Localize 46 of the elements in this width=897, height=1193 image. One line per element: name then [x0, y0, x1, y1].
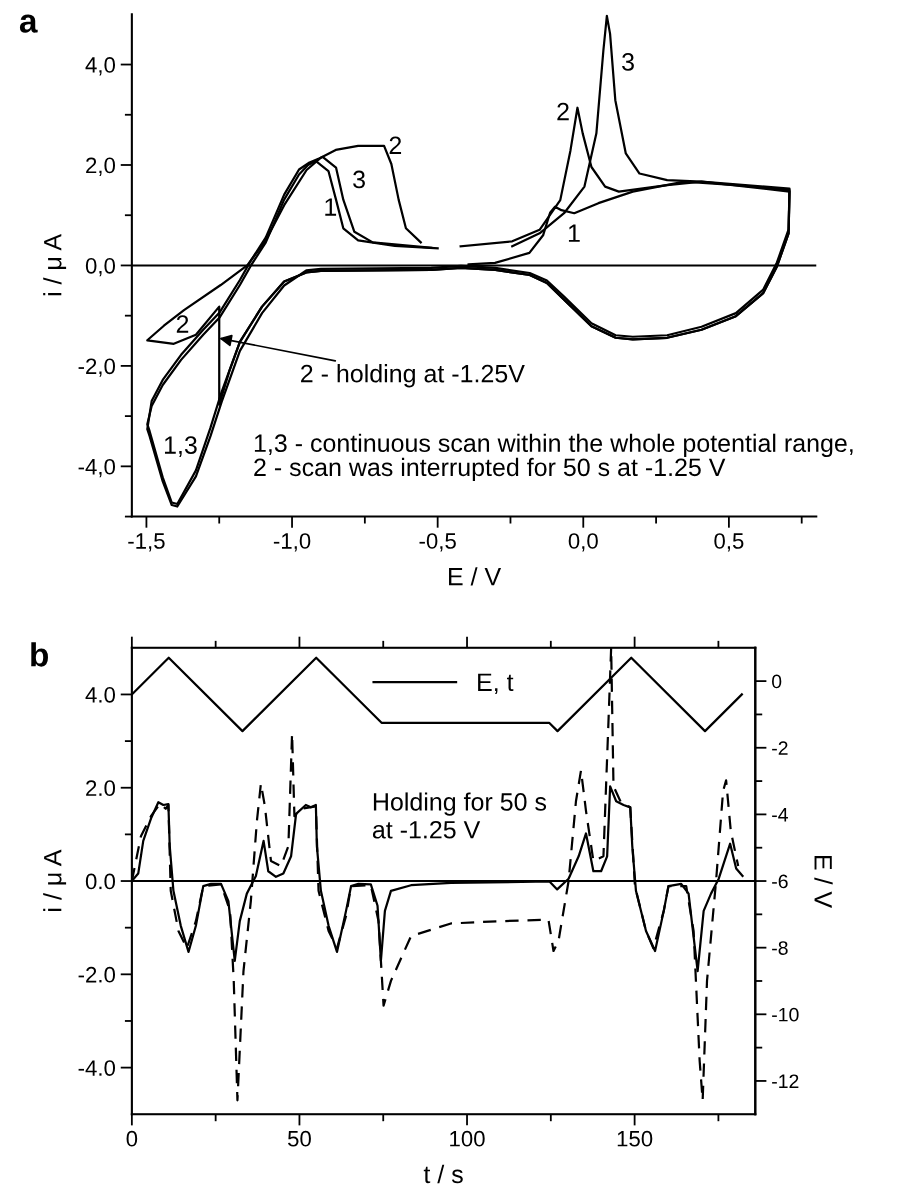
- y2-tick-label: -8: [772, 941, 788, 955]
- annotation: 1,3: [164, 436, 197, 457]
- x-tick-label: -1,0: [273, 533, 311, 552]
- annotation: 2: [389, 136, 402, 154]
- y-tick-label: 2,0: [86, 157, 116, 176]
- y2-tick-label: -12: [772, 1074, 799, 1088]
- annotation: 3: [353, 170, 365, 189]
- x-tick-label: 0,5: [714, 533, 744, 552]
- y-tick-label: 4,0: [85, 57, 116, 76]
- y-tick-label: 0.0: [85, 873, 116, 890]
- y-tick-label: -2,0: [78, 358, 116, 377]
- y2-tick-label: -6: [772, 874, 788, 889]
- y2-tick-label: -10: [772, 1007, 799, 1022]
- x-tick-label: -1,5: [128, 533, 165, 552]
- annotation: 3: [622, 53, 634, 71]
- annotation: 1: [325, 198, 337, 216]
- y2-tick-label: -4: [772, 808, 788, 822]
- annotation: 2: [176, 315, 189, 333]
- y2-tick-label: -2: [772, 741, 788, 755]
- annotation: 2: [557, 102, 569, 121]
- chart-title: b: [31, 642, 48, 667]
- chart-title: a: [19, 14, 38, 33]
- x-tick-label: 0,0: [568, 533, 598, 552]
- y-tick-label: 4.0: [85, 686, 116, 703]
- y2-tick-label: 0: [772, 674, 782, 689]
- legend-label: E, t: [478, 673, 514, 695]
- y-tick-label: 0,0: [85, 257, 116, 277]
- x-tick-label: 100: [450, 1130, 485, 1147]
- x-tick-label: 50: [287, 1130, 311, 1147]
- x-tick-label: 0: [126, 1130, 138, 1147]
- annotation: Holding for 50 s at -1.25 V: [372, 792, 547, 839]
- annotation: 2 - scan was interrupted for 50 s at -1.25 V: [254, 457, 726, 482]
- y-tick-label: -4,0: [78, 458, 116, 478]
- annotation: 1,3 - continuous scan within the whole potential range,: [254, 433, 853, 457]
- y2-axis-title: E / V: [814, 855, 833, 909]
- annotation: 2 - holding at -1.25V: [301, 364, 525, 388]
- x-tick-label: -0,5: [419, 533, 456, 552]
- x-tick-label: 150: [617, 1130, 653, 1147]
- y-tick-label: -2.0: [78, 966, 116, 983]
- x-axis-title: E / V: [449, 567, 502, 586]
- y-tick-label: 2.0: [86, 780, 116, 797]
- x-axis-title: t / s: [423, 1164, 463, 1184]
- annotation: 1: [568, 224, 580, 242]
- y-axis-title: i / μ A: [43, 233, 67, 296]
- y-tick-label: -4.0: [78, 1060, 116, 1076]
- y-axis-title: i / μ A: [43, 849, 67, 911]
